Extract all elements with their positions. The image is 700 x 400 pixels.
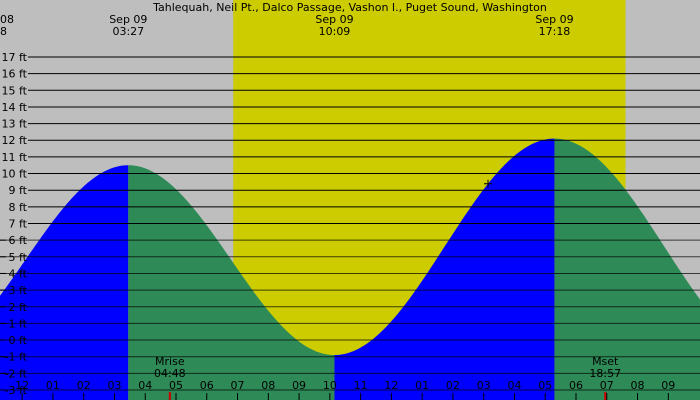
- y-tick-label: 14 ft: [2, 101, 28, 114]
- hour-label: 11: [354, 379, 368, 392]
- y-tick-label: 15 ft: [2, 84, 28, 97]
- edge-date-label: 08: [0, 13, 14, 26]
- falling-tide-segment: [554, 138, 700, 400]
- tide-event-time: 10:09: [319, 25, 351, 38]
- hour-label: 01: [46, 379, 60, 392]
- y-tick-label: 1 ft: [9, 317, 28, 330]
- hour-axis: 1112010203040506070809101112010203040506…: [15, 379, 675, 400]
- tide-event-time: 17:18: [539, 25, 571, 38]
- hour-label: 09: [292, 379, 306, 392]
- hour-label: 10: [323, 379, 337, 392]
- y-tick-label: 16 ft: [2, 68, 28, 81]
- hour-label: 07: [231, 379, 245, 392]
- hour-label: 08: [261, 379, 275, 392]
- chart-title: Tahlequah, Neil Pt., Dalco Passage, Vash…: [152, 1, 547, 14]
- y-tick-label: 7 ft: [9, 218, 28, 231]
- y-tick-label: 0 ft: [9, 334, 28, 347]
- hour-label: 07: [600, 379, 614, 392]
- y-tick-label: 13 ft: [2, 118, 28, 131]
- y-tick-label: 10 ft: [2, 168, 28, 181]
- hour-label: 04: [138, 379, 152, 392]
- y-tick-label: 6 ft: [9, 234, 28, 247]
- y-tick-label: 3 ft: [9, 284, 28, 297]
- hour-label: 02: [77, 379, 91, 392]
- y-tick-label: 11 ft: [2, 151, 28, 164]
- y-tick-label: 12 ft: [2, 134, 28, 147]
- hour-label: 12: [384, 379, 398, 392]
- hour-label: 09: [661, 379, 675, 392]
- tide-event-date: Sep 09: [535, 13, 573, 26]
- moon-event-time: 04:48: [154, 367, 186, 380]
- hour-label: 12: [15, 379, 29, 392]
- moon-event-name: Mset: [592, 355, 619, 368]
- y-tick-label: -2 ft: [5, 367, 28, 380]
- hour-label: 08: [631, 379, 645, 392]
- hour-label: 06: [200, 379, 214, 392]
- tide-event-date: Sep 09: [315, 13, 353, 26]
- hour-label: 03: [107, 379, 121, 392]
- hour-label: 01: [415, 379, 429, 392]
- rising-tide-segment: [334, 138, 555, 400]
- current-time-marker: [484, 179, 492, 188]
- hour-label: 06: [569, 379, 583, 392]
- y-tick-label: -1 ft: [5, 351, 28, 364]
- y-tick-label: 8 ft: [9, 201, 28, 214]
- hour-label: 03: [477, 379, 491, 392]
- y-tick-label: 5 ft: [9, 251, 28, 264]
- tide-event-date: Sep 09: [109, 13, 147, 26]
- edge-time-label: 8: [0, 25, 7, 38]
- moon-event-name: Mrise: [155, 355, 185, 368]
- y-tick-label: 2 ft: [9, 301, 28, 314]
- moon-event-time: 18:57: [589, 367, 621, 380]
- hour-label: 05: [169, 379, 183, 392]
- hour-label: 02: [446, 379, 460, 392]
- y-tick-label: 4 ft: [9, 267, 28, 280]
- height-gridlines: [0, 56, 700, 391]
- y-axis-labels: -3 ft-2 ft-1 ft0 ft1 ft2 ft3 ft4 ft5 ft6…: [2, 51, 28, 397]
- y-tick-label: 17 ft: [2, 51, 28, 64]
- tide-event-time: 03:27: [112, 25, 144, 38]
- hour-label: 04: [507, 379, 521, 392]
- y-tick-label: 9 ft: [9, 184, 28, 197]
- hour-label: 05: [538, 379, 552, 392]
